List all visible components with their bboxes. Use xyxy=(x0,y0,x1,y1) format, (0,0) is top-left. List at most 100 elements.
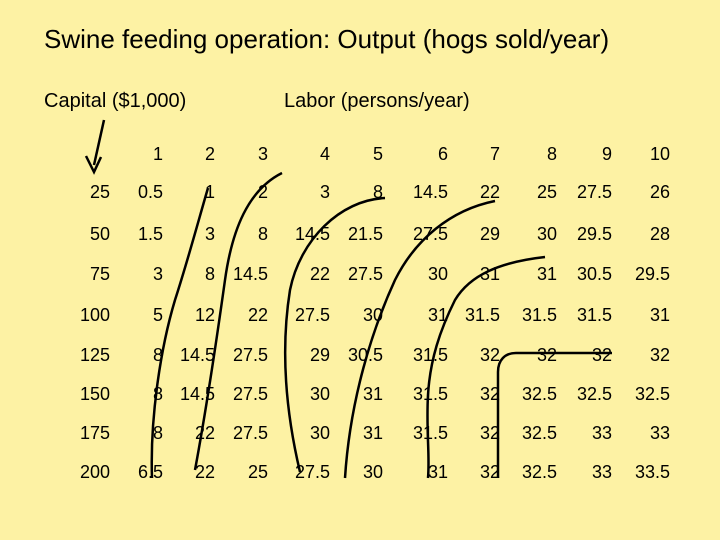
output-cell: 32 xyxy=(479,423,500,443)
output-cell: 22 xyxy=(479,182,500,202)
capital-arrow-head xyxy=(84,155,103,175)
output-cell: 8 xyxy=(257,224,268,244)
output-cell: 3 xyxy=(204,224,215,244)
output-cell: 8 xyxy=(152,423,163,443)
isoquant-curve-6 xyxy=(496,351,612,478)
labor-column-header: 3 xyxy=(257,144,268,164)
output-cell: 27.5 xyxy=(232,345,268,365)
output-cell: 3 xyxy=(319,182,330,202)
output-cell: 30 xyxy=(536,224,557,244)
capital-row-header: 100 xyxy=(79,305,110,325)
output-cell: 30.5 xyxy=(347,345,383,365)
output-cell: 8 xyxy=(152,384,163,404)
output-cell: 22 xyxy=(194,462,215,482)
capital-axis-label: Capital ($1,000) xyxy=(44,90,187,112)
output-cell: 29.5 xyxy=(634,264,670,284)
output-cell: 32 xyxy=(479,345,500,365)
output-cell: 0.5 xyxy=(137,182,163,202)
output-cell: 26 xyxy=(649,182,670,202)
labor-column-header: 6 xyxy=(437,144,448,164)
output-cell: 31.5 xyxy=(576,305,612,325)
labor-column-header: 4 xyxy=(319,144,330,164)
output-cell: 27.5 xyxy=(294,305,330,325)
slide-title: Swine feeding operation: Output (hogs so… xyxy=(44,24,610,54)
output-cell: 22 xyxy=(309,264,330,284)
output-cell: 31 xyxy=(362,384,383,404)
output-cell: 33 xyxy=(591,423,612,443)
output-cell: 31 xyxy=(362,423,383,443)
isoquant-curve-1 xyxy=(150,187,210,479)
output-cell: 32.5 xyxy=(634,384,670,404)
capital-row-header: 75 xyxy=(89,264,110,284)
output-cell: 32.5 xyxy=(576,384,612,404)
output-cell: 29 xyxy=(479,224,500,244)
output-cell: 8 xyxy=(204,264,215,284)
output-cell: 31 xyxy=(427,462,448,482)
output-cell: 30 xyxy=(427,264,448,284)
output-cell: 14.5 xyxy=(179,345,215,365)
capital-row-header: 25 xyxy=(89,182,110,202)
labor-axis-label: Labor (persons/year) xyxy=(284,90,470,112)
labor-column-header: 7 xyxy=(489,144,500,164)
output-cell: 14.5 xyxy=(232,264,268,284)
output-cell: 29 xyxy=(309,345,330,365)
isoquant-curve-5 xyxy=(426,255,546,479)
output-cell: 3 xyxy=(152,264,163,284)
output-cell: 25 xyxy=(247,462,268,482)
capital-row-header: 150 xyxy=(79,384,110,404)
output-cell: 22 xyxy=(247,305,268,325)
output-cell: 1 xyxy=(204,182,215,202)
output-cell: 30.5 xyxy=(576,264,612,284)
output-cell: 32 xyxy=(591,345,612,365)
output-cell: 29.5 xyxy=(576,224,612,244)
output-cell: 21.5 xyxy=(347,224,383,244)
output-cell: 31 xyxy=(649,305,670,325)
output-cell: 27.5 xyxy=(576,182,612,202)
output-cell: 32.5 xyxy=(521,462,557,482)
output-cell: 27.5 xyxy=(347,264,383,284)
labor-column-header: 2 xyxy=(204,144,215,164)
output-cell: 33.5 xyxy=(634,462,670,482)
output-cell: 2 xyxy=(257,182,268,202)
output-cell: 12 xyxy=(194,305,215,325)
output-cell: 31.5 xyxy=(464,305,500,325)
labor-column-header: 10 xyxy=(649,144,670,164)
output-cell: 31.5 xyxy=(412,384,448,404)
capital-arrow-line xyxy=(92,119,106,166)
output-cell: 31.5 xyxy=(412,423,448,443)
output-cell: 31.5 xyxy=(412,345,448,365)
isoquant-curve-4 xyxy=(343,199,496,479)
output-cell: 27.5 xyxy=(232,384,268,404)
labor-column-header: 8 xyxy=(546,144,557,164)
output-cell: 31.5 xyxy=(521,305,557,325)
capital-row-header: 125 xyxy=(79,345,110,365)
output-cell: 8 xyxy=(372,182,383,202)
output-cell: 8 xyxy=(152,345,163,365)
output-cell: 32 xyxy=(479,384,500,404)
output-cell: 28 xyxy=(649,224,670,244)
output-cell: 27.5 xyxy=(294,462,330,482)
output-cell: 1.5 xyxy=(137,224,163,244)
output-cell: 27.5 xyxy=(232,423,268,443)
labor-column-header: 1 xyxy=(152,144,163,164)
output-cell: 31 xyxy=(427,305,448,325)
output-cell: 31 xyxy=(536,264,557,284)
output-cell: 33 xyxy=(649,423,670,443)
capital-row-header: 50 xyxy=(89,224,110,244)
output-cell: 30 xyxy=(362,462,383,482)
output-cell: 32.5 xyxy=(521,384,557,404)
capital-row-header: 175 xyxy=(79,423,110,443)
output-cell: 25 xyxy=(536,182,557,202)
output-cell: 30 xyxy=(309,384,330,404)
output-cell: 32 xyxy=(479,462,500,482)
output-cell: 32 xyxy=(649,345,670,365)
output-cell: 14.5 xyxy=(412,182,448,202)
output-cell: 33 xyxy=(591,462,612,482)
output-cell: 32 xyxy=(536,345,557,365)
capital-row-header: 200 xyxy=(79,462,110,482)
isoquant-curve-2 xyxy=(193,171,283,471)
output-cell: 5 xyxy=(152,305,163,325)
labor-column-header: 9 xyxy=(601,144,612,164)
output-cell: 30 xyxy=(309,423,330,443)
